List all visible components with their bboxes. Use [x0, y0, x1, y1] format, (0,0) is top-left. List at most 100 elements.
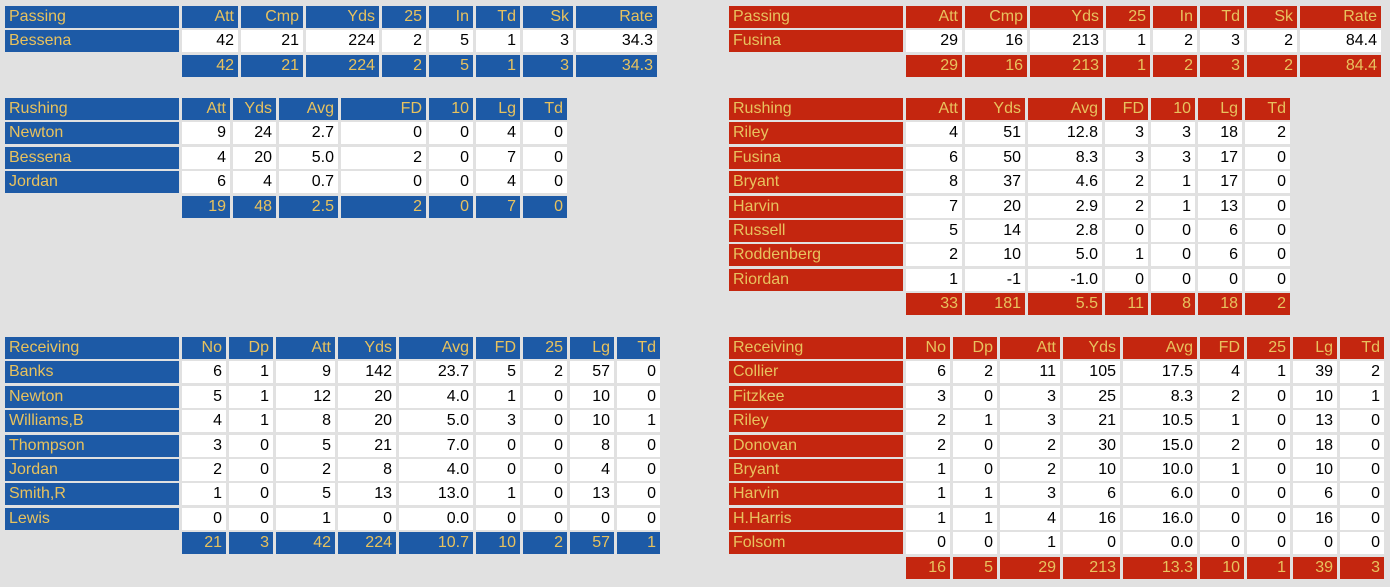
stat-value: 30 [1063, 434, 1120, 457]
stat-value: 0 [953, 385, 997, 408]
stat-value: 2 [523, 361, 567, 384]
stat-value: 0 [1200, 483, 1244, 506]
total-value: 1 [476, 54, 520, 77]
player-name: Riordan [729, 268, 903, 291]
stat-value: 10 [570, 410, 614, 433]
stat-value: 0 [1245, 244, 1290, 267]
column-header: Att [1000, 337, 1060, 359]
stat-value: 4 [182, 146, 230, 169]
stat-value: 1 [476, 483, 520, 506]
total-value: 57 [570, 532, 614, 555]
stat-value: 2 [182, 459, 226, 481]
stat-value: 3 [1151, 146, 1195, 169]
stat-value: 18 [1198, 122, 1242, 145]
column-header: FD [1200, 337, 1244, 359]
stat-value: 7.0 [399, 434, 473, 457]
section-title: Passing [5, 6, 179, 28]
stat-value: 4 [1000, 507, 1060, 530]
column-header: Td [1245, 98, 1290, 120]
stat-value: 0 [429, 122, 473, 145]
stat-value: 4.0 [399, 459, 473, 481]
stat-value: 0 [523, 459, 567, 481]
stat-value: 2 [1000, 434, 1060, 457]
stat-value: 13 [1293, 410, 1337, 433]
stat-value: 0 [523, 171, 567, 194]
stat-value: 7 [906, 195, 962, 218]
stat-value: 0 [1245, 220, 1290, 242]
stat-value: 6 [1293, 483, 1337, 506]
stat-value: 1 [1151, 195, 1195, 218]
stat-value: 5 [476, 361, 520, 384]
stat-value: 0 [617, 361, 660, 384]
total-value: 3 [229, 532, 273, 555]
stat-value: 20 [338, 385, 396, 408]
total-value: 16 [965, 54, 1027, 77]
column-header: Lg [1293, 337, 1337, 359]
stat-value: 105 [1063, 361, 1120, 384]
stat-value: 4 [906, 122, 962, 145]
total-value: 1 [617, 532, 660, 555]
player-name: Jordan [5, 171, 179, 194]
stat-value: 2 [1105, 171, 1148, 194]
stat-value: 6.0 [1123, 483, 1197, 506]
stat-value: 2 [953, 361, 997, 384]
stat-value: 0 [953, 459, 997, 481]
stat-value: 13 [1198, 195, 1242, 218]
player-name: Newton [5, 122, 179, 145]
stat-value: 1 [906, 459, 950, 481]
player-name: Bryant [729, 171, 903, 194]
stat-value: 0 [1198, 268, 1242, 291]
stat-value: 142 [338, 361, 396, 384]
stat-value: 29 [906, 30, 962, 53]
total-value: 1 [1106, 54, 1150, 77]
column-header: Att [906, 6, 962, 28]
stat-value: 13 [570, 483, 614, 506]
stat-value: 3 [1200, 30, 1244, 53]
stat-value: 0 [476, 507, 520, 530]
stat-value: 6 [1198, 244, 1242, 267]
stat-value: 0 [1247, 532, 1290, 555]
stat-value: 0 [1340, 507, 1384, 530]
total-value: 2 [523, 532, 567, 555]
column-header: FD [1105, 98, 1148, 120]
column-header: Dp [953, 337, 997, 359]
stat-value: 17 [1198, 171, 1242, 194]
stat-value: 23.7 [399, 361, 473, 384]
player-name: Fitzkee [729, 385, 903, 408]
stat-value: 21 [241, 30, 303, 53]
total-value: 2.5 [279, 195, 338, 218]
stat-value: 2 [1245, 122, 1290, 145]
stat-value: 2 [1153, 30, 1197, 53]
player-name: Smith,R [5, 483, 179, 506]
stat-value: 0 [906, 532, 950, 555]
column-header: Td [1200, 6, 1244, 28]
total-value: 2 [341, 195, 426, 218]
column-header: In [1153, 6, 1197, 28]
stat-value: 10 [1293, 385, 1337, 408]
stat-value: 0 [1151, 244, 1195, 267]
stat-value: 9 [182, 122, 230, 145]
column-header: Sk [1247, 6, 1297, 28]
stat-value: 3 [523, 30, 573, 53]
total-value: 7 [476, 195, 520, 218]
stat-value: 0 [1105, 220, 1148, 242]
stat-value: 0 [1151, 220, 1195, 242]
stat-value: 0 [1340, 483, 1384, 506]
stat-value: 8 [570, 434, 614, 457]
stat-value: 25 [1063, 385, 1120, 408]
stat-value: 8 [276, 410, 335, 433]
stat-value: 0 [617, 507, 660, 530]
section-title: Receiving [729, 337, 903, 359]
stat-value: 5.0 [399, 410, 473, 433]
stat-value: 2 [1200, 434, 1244, 457]
total-value: 84.4 [1300, 54, 1381, 77]
stat-value: 5.0 [1028, 244, 1102, 267]
total-value: 3 [1340, 556, 1384, 579]
stat-value: 0 [476, 459, 520, 481]
stat-value: 1 [1340, 385, 1384, 408]
stat-value: 0 [1340, 459, 1384, 481]
stat-value: 14 [965, 220, 1025, 242]
column-header: Rate [576, 6, 657, 28]
total-value: 29 [906, 54, 962, 77]
stat-value: 0 [523, 122, 567, 145]
